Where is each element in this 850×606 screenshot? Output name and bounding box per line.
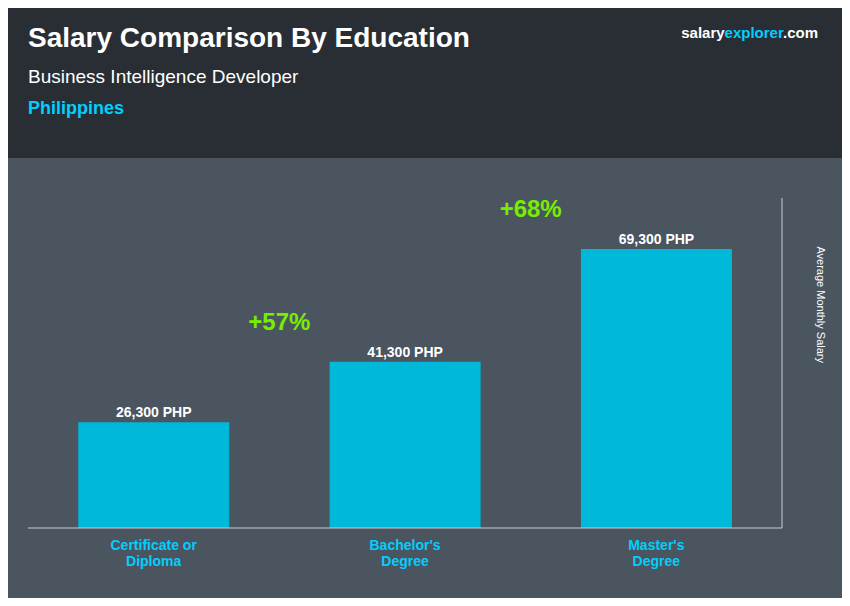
html-text:+57%: +57% xyxy=(248,307,311,335)
svg-text:Bachelor'sDegree: Bachelor'sDegree xyxy=(369,537,440,569)
svg-text:41,300 PHP: 41,300 PHP xyxy=(367,344,443,360)
html-text:Salary Comparison By Education: Salary Comparison By Education xyxy=(28,22,470,53)
svg-text:69,300 PHP: 69,300 PHP xyxy=(619,231,695,247)
svg-text:Master'sDegree: Master'sDegree xyxy=(628,537,684,569)
html-text:Philippines: Philippines xyxy=(28,98,124,118)
html-text:+68%: +68% xyxy=(499,195,562,223)
svg-text:Average Monthly Salary: Average Monthly Salary xyxy=(815,246,827,363)
svg-text:Certificate orDiploma: Certificate orDiploma xyxy=(110,537,197,569)
svg-text:26,300 PHP: 26,300 PHP xyxy=(116,404,192,420)
html-text:Business Intelligence Develope: Business Intelligence Developer xyxy=(28,66,299,87)
html-text:salary explorer.com: salary explorer.com xyxy=(681,24,818,41)
